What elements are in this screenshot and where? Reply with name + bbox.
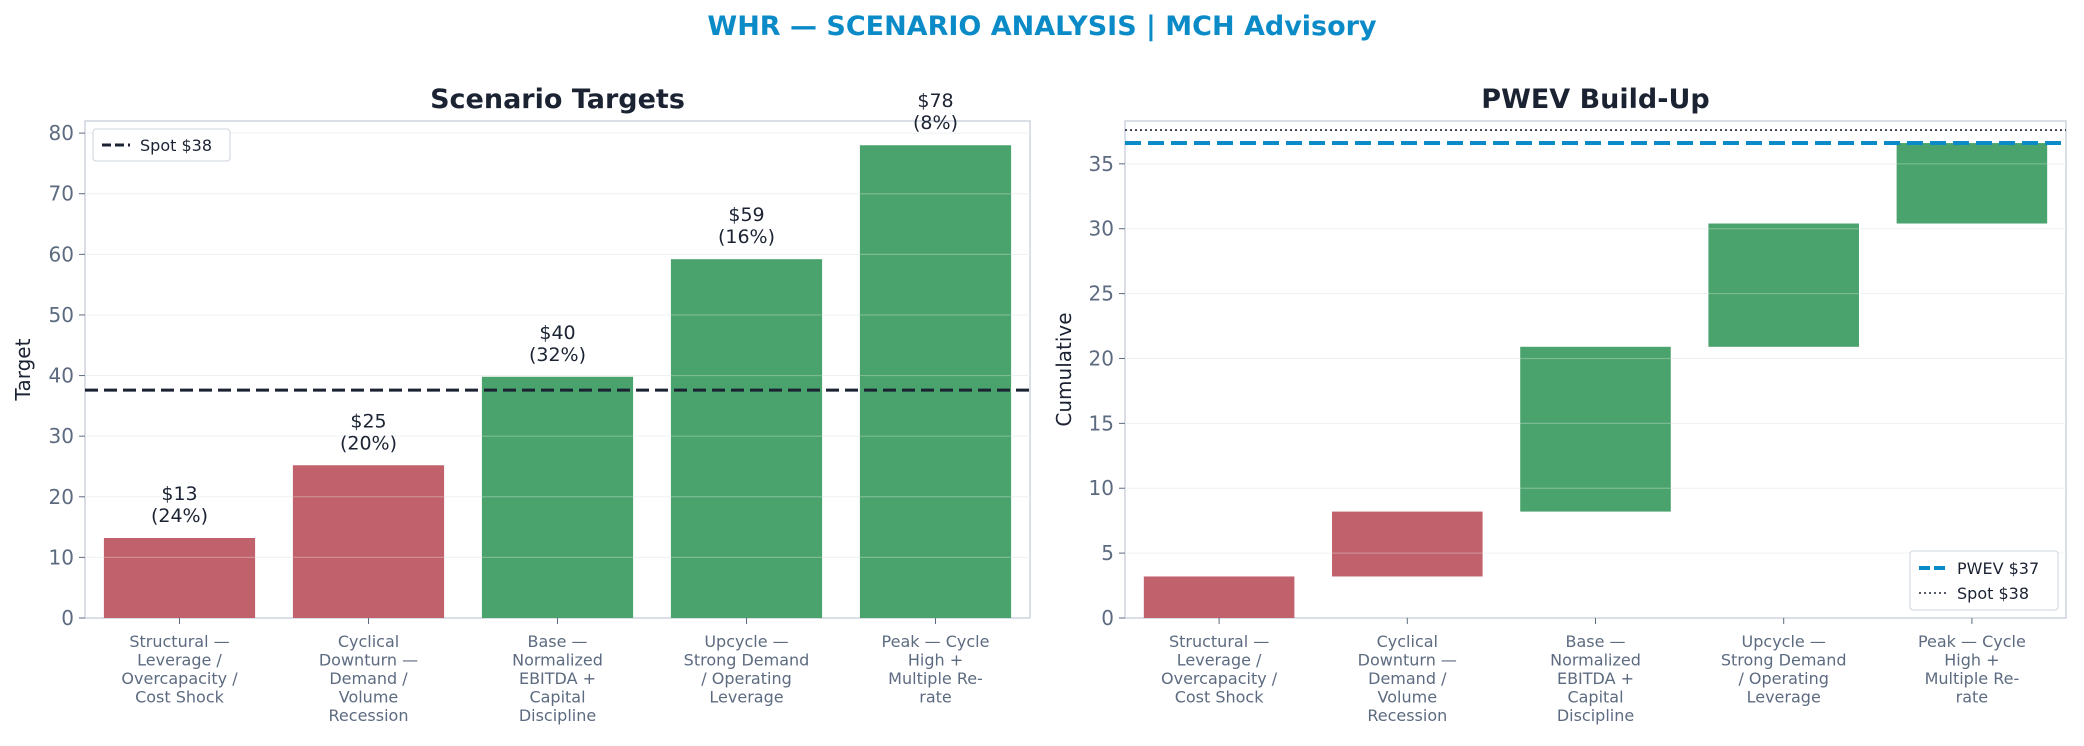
- bar: [103, 537, 256, 618]
- legend-label: Spot $38: [1957, 584, 2029, 603]
- x-tick-label: Normalized: [512, 651, 603, 670]
- bar: [1708, 223, 1859, 347]
- x-tick-label: Structural —: [1169, 632, 1269, 651]
- x-tick-label: Upcycle —: [1742, 632, 1826, 651]
- legend-box: [1909, 550, 2059, 611]
- y-tick-label: 0: [61, 606, 74, 630]
- x-tick-label: rate: [1956, 688, 1989, 707]
- legend-label: Spot $38: [140, 136, 212, 155]
- x-tick-label: Downturn —: [1358, 651, 1457, 670]
- x-tick-label: Capital: [529, 688, 585, 707]
- y-tick-label: 20: [1089, 346, 1114, 370]
- bar-data-label: $59: [728, 204, 764, 226]
- y-tick-label: 10: [49, 545, 74, 569]
- y-tick-label: 60: [49, 242, 74, 266]
- x-tick-label: Overcapacity /: [1161, 669, 1278, 688]
- x-tick-label: Leverage /: [1177, 651, 1262, 670]
- bar: [1520, 346, 1671, 512]
- y-tick-label: 50: [49, 303, 74, 327]
- x-tick-label: Demand /: [1368, 669, 1447, 688]
- x-tick-label: Normalized: [1550, 651, 1641, 670]
- x-tick-label: Cyclical: [1377, 632, 1438, 651]
- x-tick-label: EBITDA +: [1557, 669, 1634, 688]
- x-tick-label: High +: [1944, 651, 1999, 670]
- y-tick-label: 30: [1089, 217, 1114, 241]
- bar: [481, 376, 634, 618]
- bar: [1896, 143, 2048, 224]
- x-tick-label: Structural —: [129, 632, 229, 651]
- x-tick-label: / Operating: [1738, 669, 1828, 688]
- bar-data-label: $13: [161, 483, 197, 505]
- x-tick-label: Multiple Re-: [1925, 669, 2020, 688]
- bar-data-label: (8%): [913, 112, 958, 134]
- y-tick-label: 35: [1089, 152, 1114, 176]
- x-tick-label: Leverage: [1747, 688, 1821, 707]
- x-tick-label: Volume: [1378, 688, 1438, 707]
- x-tick-label: Cyclical: [338, 632, 399, 651]
- x-tick-label: Volume: [339, 688, 399, 707]
- x-tick-label: Leverage /: [137, 651, 222, 670]
- bar: [1332, 511, 1483, 577]
- x-tick-label: Discipline: [519, 706, 596, 725]
- x-tick-label: / Operating: [701, 669, 791, 688]
- x-tick-label: EBITDA +: [519, 669, 596, 688]
- bar-data-label: $25: [350, 410, 386, 432]
- y-tick-label: 15: [1089, 411, 1114, 435]
- pwev-build-up-chart: 0 5 10 15 20 25 30 35 Cumulative PWEV Build-Up Str…: [1052, 84, 2067, 725]
- y-tick-label: 30: [49, 424, 74, 448]
- y-tick-label: 70: [49, 182, 74, 206]
- x-tick-label: Recession: [1367, 706, 1447, 725]
- y-axis-label: Cumulative: [1052, 312, 1076, 426]
- y-tick-label: 40: [49, 364, 74, 388]
- x-tick-label: High +: [908, 651, 963, 670]
- y-tick-label: 0: [1101, 606, 1114, 630]
- x-tick-label: Strong Demand: [684, 651, 810, 670]
- bar: [670, 259, 823, 618]
- x-tick-label: Cost Shock: [135, 688, 225, 707]
- chart-title: PWEV Build-Up: [1481, 84, 1709, 115]
- legend-box: [92, 128, 231, 162]
- x-tick-label: Downturn —: [319, 651, 418, 670]
- bar: [292, 465, 445, 618]
- y-tick-label: 25: [1089, 282, 1114, 306]
- figure-title: WHR — SCENARIO ANALYSIS | MCH Advisory: [707, 11, 1377, 42]
- bar-data-label: (24%): [151, 505, 208, 527]
- x-tick-label: rate: [919, 688, 952, 707]
- bar-data-label: $40: [539, 322, 575, 344]
- x-tick-label: Upcycle —: [704, 632, 788, 651]
- x-tick-label: Capital: [1567, 688, 1623, 707]
- y-tick-label: 80: [49, 121, 74, 145]
- x-tick-label: Base —: [1565, 632, 1625, 651]
- x-tick-label: Base —: [527, 632, 587, 651]
- x-tick-label: Peak — Cycle: [882, 632, 990, 651]
- x-tick-label: Peak — Cycle: [1918, 632, 2026, 651]
- bar-data-label: $78: [917, 90, 953, 112]
- bar: [1143, 576, 1295, 618]
- y-tick-label: 5: [1101, 541, 1114, 565]
- x-tick-label: Multiple Re-: [888, 669, 983, 688]
- x-tick-label: Overcapacity /: [121, 669, 238, 688]
- x-tick-label: Cost Shock: [1175, 688, 1265, 707]
- x-tick-label: Leverage: [709, 688, 783, 707]
- y-tick-label: 10: [1089, 476, 1114, 500]
- bar-data-label: (20%): [340, 432, 397, 454]
- y-axis-label: Target: [11, 338, 35, 401]
- chart-title: Scenario Targets: [430, 84, 685, 115]
- x-tick-label: Discipline: [1557, 706, 1634, 725]
- bar-data-label: (32%): [529, 344, 586, 366]
- scenario-targets-chart: 0 10 20 30 40 50 60 70 80 Target Scenario Targets $…: [11, 84, 1031, 725]
- legend-label: PWEV $37: [1957, 559, 2039, 578]
- x-tick-label: Strong Demand: [1721, 651, 1847, 670]
- x-tick-label: Recession: [329, 706, 409, 725]
- x-tick-label: Demand /: [329, 669, 408, 688]
- bar-data-label: (16%): [718, 226, 775, 248]
- bar: [859, 145, 1012, 618]
- y-tick-label: 20: [49, 485, 74, 509]
